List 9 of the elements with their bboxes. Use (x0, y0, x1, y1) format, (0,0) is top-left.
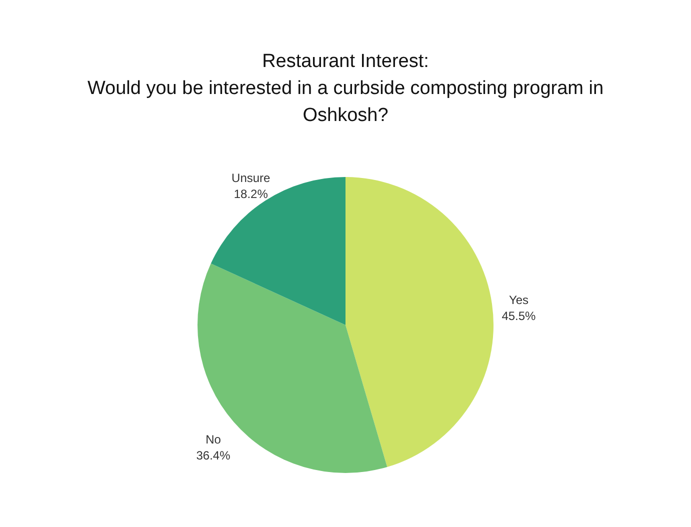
data-label: 36.4% (196, 448, 231, 463)
data-label: 45.5% (502, 309, 536, 324)
slice-label: Yes (508, 293, 529, 308)
pie-slice (198, 264, 388, 473)
slice-label: No (206, 432, 222, 447)
data-label: 18.2% (234, 186, 268, 201)
slice-label: Unsure (232, 170, 271, 185)
pie-slice (346, 177, 494, 468)
chart-title: Restaurant Interest: Would you be interested in a curbside composting program in Oshkosh? (87, 51, 604, 126)
